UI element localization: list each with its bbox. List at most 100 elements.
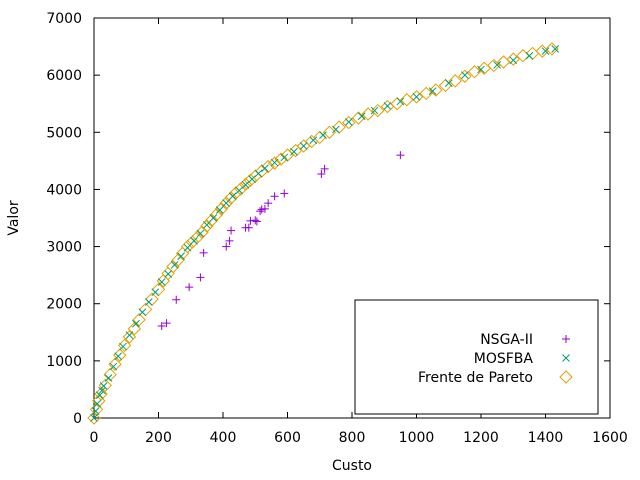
data-point: [280, 189, 289, 198]
data-point: [222, 242, 231, 251]
data-point: [252, 217, 261, 226]
data-point: [551, 45, 560, 53]
data-point: [183, 243, 192, 252]
legend-marker: [559, 370, 573, 384]
data-point: [290, 147, 298, 156]
data-point: [172, 295, 181, 304]
data-point: [164, 270, 173, 278]
data-point: [241, 181, 250, 189]
data-point: [429, 83, 443, 97]
data-point: [270, 158, 279, 167]
data-point: [251, 216, 260, 225]
legend: NSGA-II MOSFBA Frente de Pareto: [354, 299, 599, 415]
data-point: [87, 411, 101, 425]
legend-marker: [562, 354, 570, 362]
data-point: [90, 414, 98, 422]
legend-label: Frente de Pareto: [418, 370, 533, 386]
data-point: [412, 93, 421, 101]
y-tick-label: 6000: [46, 68, 82, 84]
data-point: [104, 374, 113, 382]
data-point: [225, 236, 234, 245]
data-point: [458, 69, 472, 83]
data-point: [344, 118, 353, 126]
data-point: [228, 192, 237, 201]
data-point: [319, 131, 327, 139]
data-point: [461, 71, 469, 79]
data-point: [151, 288, 160, 297]
data-point: [244, 223, 253, 232]
data-point: [108, 357, 122, 371]
data-point: [114, 352, 123, 361]
y-tick-label: 3000: [46, 240, 82, 256]
data-point: [127, 322, 142, 336]
x-tick-label: 1400: [528, 430, 564, 446]
data-point: [257, 205, 266, 214]
data-point: [525, 46, 540, 61]
data-point: [99, 382, 108, 390]
legend-label: MOSFBA: [474, 351, 534, 367]
data-point: [199, 248, 208, 257]
data-point: [185, 235, 200, 249]
y-tick-label: 1000: [46, 354, 82, 370]
data-point: [91, 407, 100, 415]
data-point: [219, 196, 233, 210]
data-point: [170, 261, 179, 269]
data-point: [95, 391, 104, 399]
x-tick-label: 1000: [399, 430, 435, 446]
data-point: [180, 239, 195, 254]
y-tick-label: 2000: [46, 297, 82, 313]
data-point: [299, 142, 308, 150]
x-tick-label: 1200: [463, 430, 499, 446]
data-point: [317, 170, 326, 178]
data-point: [119, 342, 127, 351]
data-point: [409, 90, 424, 104]
data-point: [448, 74, 462, 88]
data-point: [215, 206, 224, 214]
data-point: [166, 259, 180, 274]
data-point: [428, 87, 437, 95]
y-axis-label: Valor: [6, 200, 22, 236]
data-point: [260, 204, 269, 213]
series-plus: [157, 151, 405, 330]
data-point: [122, 330, 137, 344]
data-point: [370, 106, 379, 115]
axis-ticks: [93, 17, 611, 419]
data-point: [506, 52, 520, 66]
data-point: [270, 192, 279, 201]
data-point: [222, 199, 231, 207]
data-point: [396, 151, 405, 160]
data-point: [144, 298, 153, 306]
data-point: [196, 229, 205, 238]
x-axis-label: Custo: [332, 458, 372, 474]
data-point: [196, 273, 205, 282]
data-point: [113, 348, 127, 362]
data-point: [280, 153, 289, 162]
data-point: [267, 156, 282, 170]
data-point: [246, 216, 255, 225]
data-point: [261, 164, 269, 173]
legend-label: NSGA-II: [480, 332, 533, 348]
data-point: [190, 237, 198, 245]
data-point: [357, 112, 366, 121]
data-point: [322, 125, 337, 139]
x-tick-label: 200: [145, 430, 172, 446]
x-tick-label: 0: [90, 430, 99, 446]
data-point: [320, 164, 329, 173]
data-point: [264, 199, 273, 208]
y-tick-label: 7000: [46, 11, 82, 27]
x-tick-label: 400: [210, 430, 237, 446]
series-x: [90, 45, 560, 422]
x-tick-label: 600: [274, 430, 301, 446]
data-point: [177, 252, 185, 261]
data-point: [509, 56, 518, 65]
legend-marker: [562, 335, 570, 343]
data-point: [371, 103, 385, 118]
data-point: [125, 331, 134, 339]
data-point: [138, 308, 147, 317]
data-point: [254, 169, 263, 178]
data-point: [342, 115, 356, 130]
data-point: [234, 182, 248, 196]
data-points: [87, 42, 560, 425]
data-point: [256, 207, 265, 216]
